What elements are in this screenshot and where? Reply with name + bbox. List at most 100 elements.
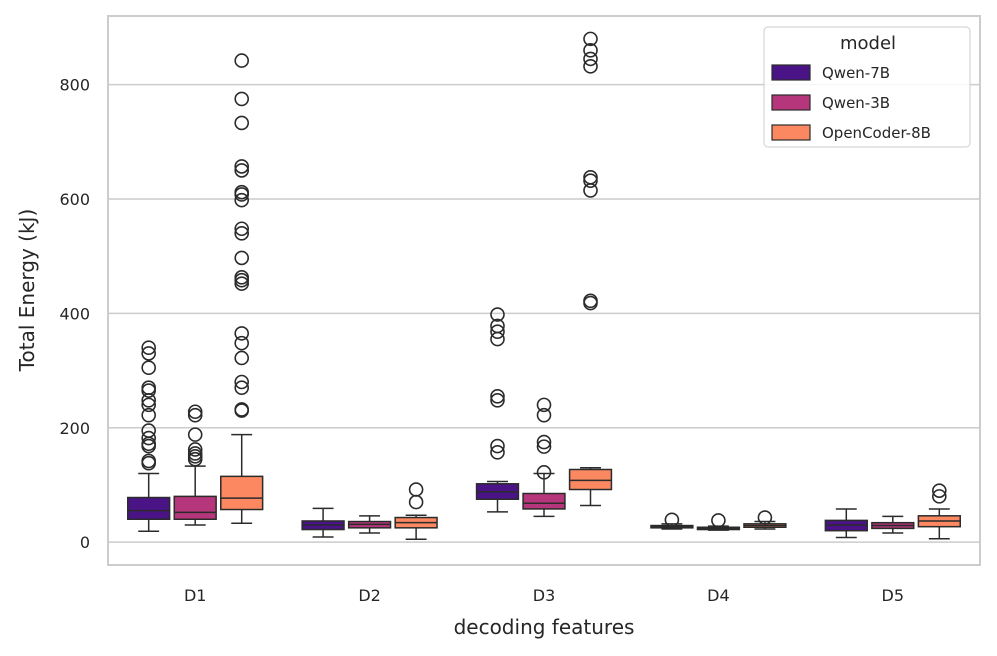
x-tick-label-d1: D1 [184, 586, 207, 605]
outlier-point [234, 350, 250, 366]
box-group-opencoder-8b-d3 [568, 31, 613, 507]
x-tick-label-d3: D3 [533, 586, 556, 605]
x-tick-label-d2: D2 [358, 586, 381, 605]
outlier-point [234, 53, 250, 68]
outlier-point [490, 307, 505, 322]
outlier-point [234, 91, 250, 107]
outlier-point [490, 392, 505, 408]
outlier-point [490, 324, 505, 339]
outlier-point [234, 192, 250, 208]
outlier-point [490, 438, 505, 454]
outlier-point [490, 318, 505, 334]
outlier-point [932, 483, 947, 498]
box-group-qwen-7b-d4 [650, 512, 694, 530]
outlier-point [408, 482, 424, 497]
outlier-point [583, 43, 598, 58]
legend-title: model [840, 33, 896, 54]
outlier-point [757, 510, 773, 525]
outlier-point [583, 31, 598, 47]
box-group-opencoder-8b-d1 [220, 53, 264, 525]
outlier-point [141, 423, 156, 438]
y-tick-label-200: 200 [59, 419, 90, 438]
box [173, 495, 217, 520]
outlier-point [583, 293, 598, 309]
outlier-point [234, 374, 250, 390]
outlier-point [234, 326, 250, 341]
box-group-qwen-7b-d5 [824, 508, 868, 539]
legend-swatch-qwen-7b [771, 64, 811, 81]
outlier-point [234, 335, 250, 351]
outlier-point [711, 513, 726, 528]
x-tick-label-d5: D5 [882, 586, 905, 605]
outlier-point [583, 173, 598, 188]
outlier-point [187, 446, 203, 461]
legend: model Qwen-7B Qwen-3B OpenCoder-8B [763, 26, 971, 148]
box [127, 496, 171, 520]
outlier-point [536, 434, 552, 450]
outlier-point [583, 59, 598, 74]
outlier-point [234, 250, 250, 266]
outlier-point [234, 380, 250, 396]
y-tick-label-0: 0 [80, 533, 90, 552]
outlier-point [141, 346, 156, 361]
outlier-point [234, 270, 250, 285]
outlier-point [536, 407, 552, 423]
outlier-point [141, 453, 156, 469]
outlier-point [141, 430, 156, 446]
box-group-opencoder-8b-d2 [394, 482, 438, 541]
box [220, 475, 264, 511]
outlier-point [234, 115, 250, 131]
box-group-opencoder-8b-d4 [743, 510, 787, 530]
y-tick-label-600: 600 [59, 190, 90, 209]
legend-label-opencoder-8b: OpenCoder-8B [822, 124, 931, 142]
outlier-point [141, 360, 156, 376]
outlier-point [141, 407, 156, 423]
x-tick-labels: D1 D2 D3 D4 D5 [184, 586, 904, 605]
outlier-point [187, 407, 203, 423]
legend-frame [763, 26, 971, 148]
legend-swatch-qwen-3b [771, 94, 811, 111]
y-tick-labels: 0 200 400 600 800 [59, 76, 90, 553]
box-group-qwen-3b-d5 [871, 515, 915, 534]
box-group-qwen-3b-d2 [347, 515, 392, 534]
outlier-point [234, 163, 250, 178]
legend-label-qwen-3b: Qwen-3B [822, 94, 890, 112]
x-axis-label: decoding features [454, 615, 635, 639]
legend-label-qwen-7b: Qwen-7B [822, 64, 890, 82]
box [568, 468, 613, 491]
outlier-point [536, 439, 552, 454]
outlier-point [234, 221, 250, 237]
outlier-point [234, 184, 250, 200]
outlier-point [490, 388, 505, 404]
box-group-opencoder-8b-d5 [917, 483, 961, 540]
legend-swatch-opencoder-8b [771, 124, 811, 141]
outlier-point [234, 226, 250, 241]
outlier-point [187, 442, 203, 457]
outlier-point [664, 512, 680, 528]
outlier-point [141, 397, 156, 413]
box-group-qwen-7b-d3 [475, 307, 520, 513]
outlier-point [141, 380, 156, 396]
outlier-point [187, 404, 203, 420]
outlier-point [234, 159, 250, 174]
outlier-point [536, 397, 552, 413]
y-tick-label-400: 400 [59, 304, 90, 323]
outlier-point [187, 427, 203, 442]
box-groups [127, 31, 961, 541]
outlier-point [141, 340, 156, 355]
outlier-point [234, 276, 250, 291]
outlier-point [583, 169, 598, 185]
box-group-qwen-3b-d1 [173, 404, 217, 526]
box-group-qwen-3b-d4 [696, 513, 741, 531]
box [522, 492, 566, 510]
y-tick-label-800: 800 [59, 76, 90, 95]
outlier-point [536, 465, 552, 480]
outlier-point [490, 445, 505, 460]
outlier-point [583, 51, 598, 67]
box-group-qwen-7b-d2 [301, 507, 345, 538]
box-group-qwen-3b-d3 [522, 397, 566, 518]
x-tick-label-d4: D4 [707, 586, 730, 605]
box-group-qwen-7b-d1 [127, 340, 171, 533]
outlier-point [234, 402, 250, 417]
